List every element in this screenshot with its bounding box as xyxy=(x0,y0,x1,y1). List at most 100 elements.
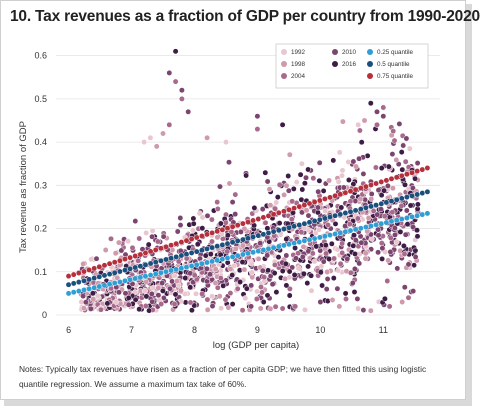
data-point xyxy=(397,228,404,235)
data-point xyxy=(149,233,156,240)
data-point xyxy=(172,291,179,298)
quantile-point xyxy=(255,232,262,239)
data-point xyxy=(285,173,292,179)
data-point xyxy=(283,236,290,243)
data-point xyxy=(398,149,405,156)
data-point xyxy=(343,296,349,302)
data-point xyxy=(354,295,361,302)
quantile-point xyxy=(306,200,313,207)
data-point xyxy=(374,108,380,115)
data-point xyxy=(378,240,385,247)
data-point xyxy=(208,216,215,223)
data-point xyxy=(406,145,413,152)
data-point xyxy=(393,156,400,163)
quantile-point xyxy=(70,280,77,287)
data-point xyxy=(350,158,357,165)
data-point xyxy=(319,282,326,289)
quantile-point xyxy=(234,222,241,229)
data-point xyxy=(317,299,324,305)
data-point xyxy=(142,303,149,309)
data-point xyxy=(218,305,225,312)
data-point xyxy=(308,287,315,294)
quantile-point xyxy=(193,261,200,268)
quantile-point xyxy=(414,191,421,198)
y-axis-label: Tax revenue as fraction of GDP xyxy=(18,121,29,253)
quantile-point xyxy=(275,209,282,216)
data-point xyxy=(358,239,365,246)
data-point xyxy=(102,247,109,253)
data-point xyxy=(267,305,274,312)
quantile-point xyxy=(286,224,292,231)
data-point xyxy=(178,287,184,294)
quantile-point xyxy=(96,283,103,290)
quantile-point xyxy=(106,281,113,288)
data-point xyxy=(255,255,262,262)
quantile-point xyxy=(127,265,134,272)
data-point xyxy=(204,296,211,303)
data-point xyxy=(190,220,197,227)
data-point xyxy=(222,296,229,303)
data-point xyxy=(191,272,198,279)
quantile-point xyxy=(132,253,139,259)
quantile-point xyxy=(383,199,390,206)
data-point xyxy=(412,175,419,182)
quantile-point xyxy=(234,252,241,259)
data-point xyxy=(322,208,329,214)
quantile-point xyxy=(147,260,154,267)
quantile-point xyxy=(409,192,415,199)
data-point xyxy=(322,242,329,249)
data-point xyxy=(262,169,269,176)
quantile-point xyxy=(362,204,369,211)
data-point xyxy=(267,202,274,209)
quantile-point xyxy=(168,255,175,262)
quantile-point xyxy=(383,177,390,184)
data-point xyxy=(239,242,246,249)
quantile-point xyxy=(286,206,292,213)
legend-marker xyxy=(281,49,287,55)
data-point xyxy=(326,256,333,262)
data-point xyxy=(334,285,341,292)
data-point xyxy=(279,305,286,312)
data-point xyxy=(342,290,349,297)
data-point xyxy=(401,284,408,291)
data-point xyxy=(409,185,416,192)
data-point xyxy=(259,267,266,274)
quantile-point xyxy=(142,261,149,268)
quantile-point xyxy=(96,263,103,270)
data-point xyxy=(329,297,336,303)
data-point xyxy=(336,303,343,310)
quantile-point xyxy=(116,279,123,285)
data-point xyxy=(384,278,391,284)
data-point xyxy=(199,225,206,232)
quantile-point xyxy=(86,266,93,273)
quantile-point xyxy=(398,172,405,179)
data-point xyxy=(190,227,196,234)
data-point xyxy=(232,211,239,218)
data-point xyxy=(292,245,299,251)
data-point xyxy=(372,164,379,171)
quantile-point xyxy=(101,262,108,269)
quantile-point xyxy=(403,194,410,201)
data-point xyxy=(398,202,405,209)
quantile-point xyxy=(342,210,349,216)
x-axis-label: log (GDP per capita) xyxy=(213,340,299,351)
quantile-point xyxy=(173,266,180,273)
legend-marker xyxy=(332,61,338,67)
data-point xyxy=(229,272,236,279)
quantile-point xyxy=(280,226,287,232)
data-point xyxy=(243,172,250,179)
data-point xyxy=(391,137,398,144)
quantile-point xyxy=(116,257,123,264)
data-point xyxy=(300,270,307,277)
quantile-point xyxy=(204,231,210,238)
quantile-point xyxy=(86,285,93,292)
quantile-point xyxy=(424,165,431,171)
data-point xyxy=(155,292,162,299)
data-point xyxy=(389,185,396,192)
quantile-point xyxy=(147,248,154,255)
data-point xyxy=(204,134,211,141)
data-point xyxy=(259,206,266,213)
data-point xyxy=(266,186,273,193)
data-point xyxy=(242,295,249,302)
quantile-point xyxy=(321,233,328,240)
